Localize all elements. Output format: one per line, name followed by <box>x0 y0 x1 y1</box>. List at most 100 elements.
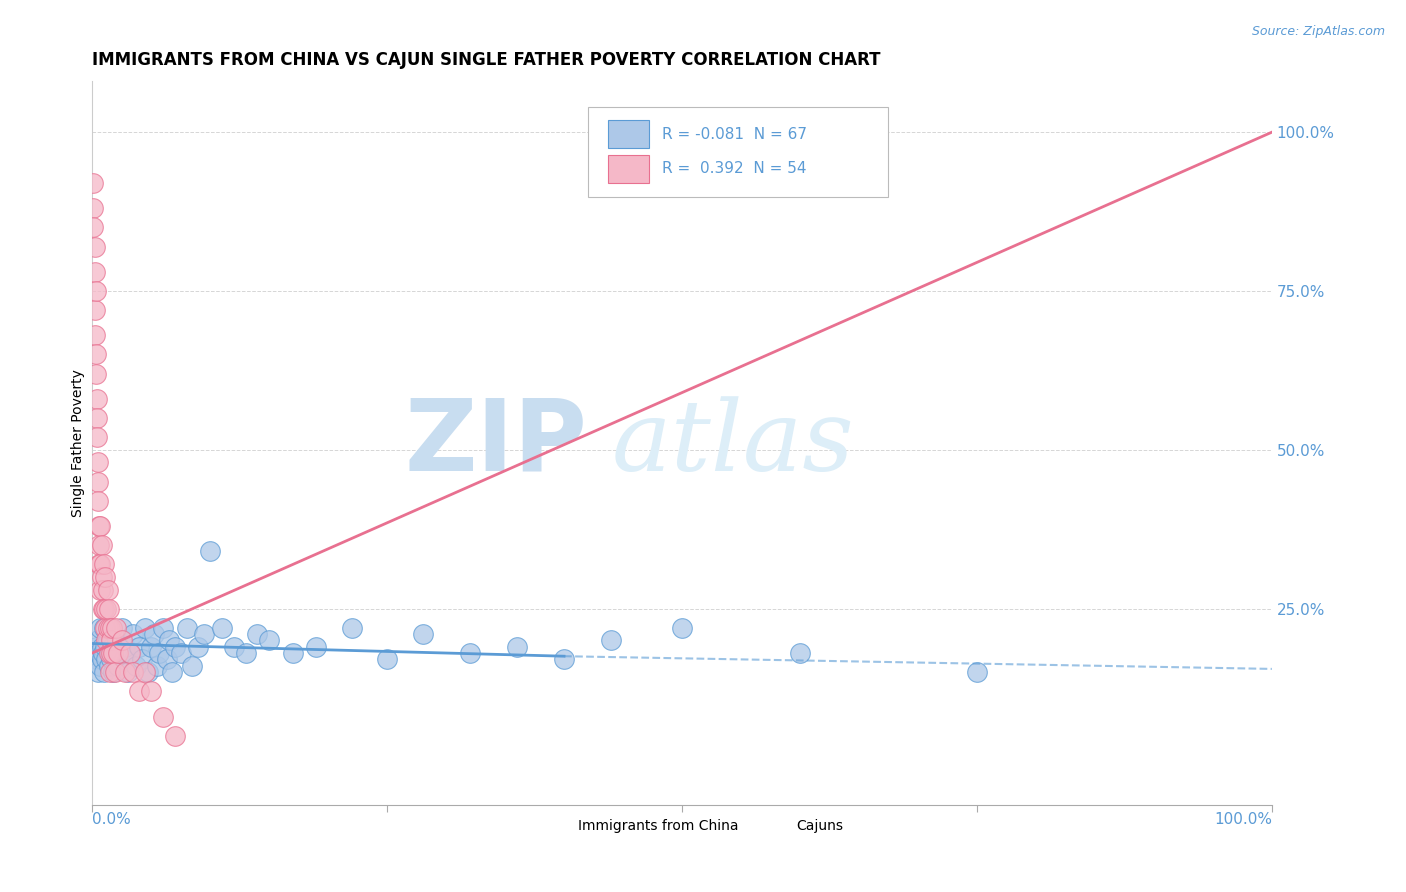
Point <box>82 176 104 190</box>
Text: Source: ZipAtlas.com: Source: ZipAtlas.com <box>1251 25 1385 38</box>
Point <box>96 601 118 615</box>
Point <box>96 633 118 648</box>
Point <box>96 652 118 666</box>
Point <box>281 646 304 660</box>
Point <box>97 658 120 673</box>
Point <box>176 621 198 635</box>
Point <box>90 538 112 552</box>
Point <box>96 582 118 597</box>
Point <box>162 665 184 679</box>
Point <box>89 557 111 571</box>
Point <box>89 621 111 635</box>
Point <box>82 220 104 235</box>
Point <box>103 646 125 660</box>
Point <box>111 621 134 635</box>
Point <box>89 519 111 533</box>
Point <box>198 544 221 558</box>
Point <box>152 621 174 635</box>
Point <box>89 519 111 533</box>
Point <box>104 646 127 660</box>
Point <box>87 633 110 648</box>
Point <box>163 729 186 743</box>
Point <box>671 621 693 635</box>
Point <box>131 652 153 666</box>
Point <box>84 284 107 298</box>
Point <box>136 665 159 679</box>
Point <box>163 640 186 654</box>
Point <box>111 633 134 648</box>
FancyBboxPatch shape <box>588 107 889 197</box>
Point <box>96 621 118 635</box>
Point <box>142 627 165 641</box>
Point <box>94 621 117 635</box>
Point <box>83 328 105 343</box>
Point <box>93 665 115 679</box>
Text: IMMIGRANTS FROM CHINA VS CAJUN SINGLE FATHER POVERTY CORRELATION CHART: IMMIGRANTS FROM CHINA VS CAJUN SINGLE FA… <box>93 51 880 69</box>
Point <box>134 665 156 679</box>
Text: R = -0.081  N = 67: R = -0.081 N = 67 <box>662 127 807 142</box>
Point <box>114 665 136 679</box>
Text: 100.0%: 100.0% <box>1213 812 1272 827</box>
Point <box>82 202 104 216</box>
Point <box>89 538 111 552</box>
Point <box>83 265 105 279</box>
Point <box>181 658 204 673</box>
Point <box>118 646 141 660</box>
Text: 0.0%: 0.0% <box>93 812 131 827</box>
Point <box>105 633 128 648</box>
Point <box>83 303 105 318</box>
Bar <box>540 819 569 834</box>
Point <box>100 633 122 648</box>
Point <box>84 347 107 361</box>
Point <box>152 709 174 723</box>
Point <box>114 640 136 654</box>
Point <box>235 646 257 660</box>
Point <box>506 640 529 654</box>
Point <box>101 621 124 635</box>
Point <box>193 627 215 641</box>
Point <box>94 570 117 584</box>
Point <box>104 621 127 635</box>
Point <box>93 621 115 635</box>
Y-axis label: Single Father Poverty: Single Father Poverty <box>72 369 86 517</box>
Point <box>101 640 124 654</box>
Point <box>246 627 269 641</box>
Text: ZIP: ZIP <box>405 395 588 491</box>
Point <box>600 633 623 648</box>
Point <box>100 652 122 666</box>
Point <box>87 665 110 679</box>
Point <box>134 621 156 635</box>
Point <box>86 430 108 444</box>
Point <box>98 621 121 635</box>
Point <box>83 646 105 660</box>
Point <box>87 475 110 489</box>
Point <box>118 646 141 660</box>
Point <box>122 665 145 679</box>
Point <box>146 658 169 673</box>
Point <box>96 633 118 648</box>
Bar <box>607 120 650 148</box>
Point <box>84 640 107 654</box>
Text: Immigrants from China: Immigrants from China <box>578 820 738 833</box>
Point <box>104 665 127 679</box>
Point <box>375 652 398 666</box>
Point <box>83 239 105 253</box>
Point <box>187 640 209 654</box>
Point <box>412 627 434 641</box>
Text: atlas: atlas <box>612 396 853 491</box>
Point <box>169 646 191 660</box>
Point <box>94 640 117 654</box>
Text: Cajuns: Cajuns <box>796 820 844 833</box>
Point <box>107 658 129 673</box>
Point <box>128 684 150 698</box>
Point <box>122 627 145 641</box>
Point <box>98 665 121 679</box>
Point <box>91 582 114 597</box>
Point <box>89 582 111 597</box>
Point <box>89 658 111 673</box>
Point <box>305 640 328 654</box>
Point <box>148 646 170 660</box>
Point <box>141 684 163 698</box>
Point <box>86 411 108 425</box>
Point <box>340 621 363 635</box>
